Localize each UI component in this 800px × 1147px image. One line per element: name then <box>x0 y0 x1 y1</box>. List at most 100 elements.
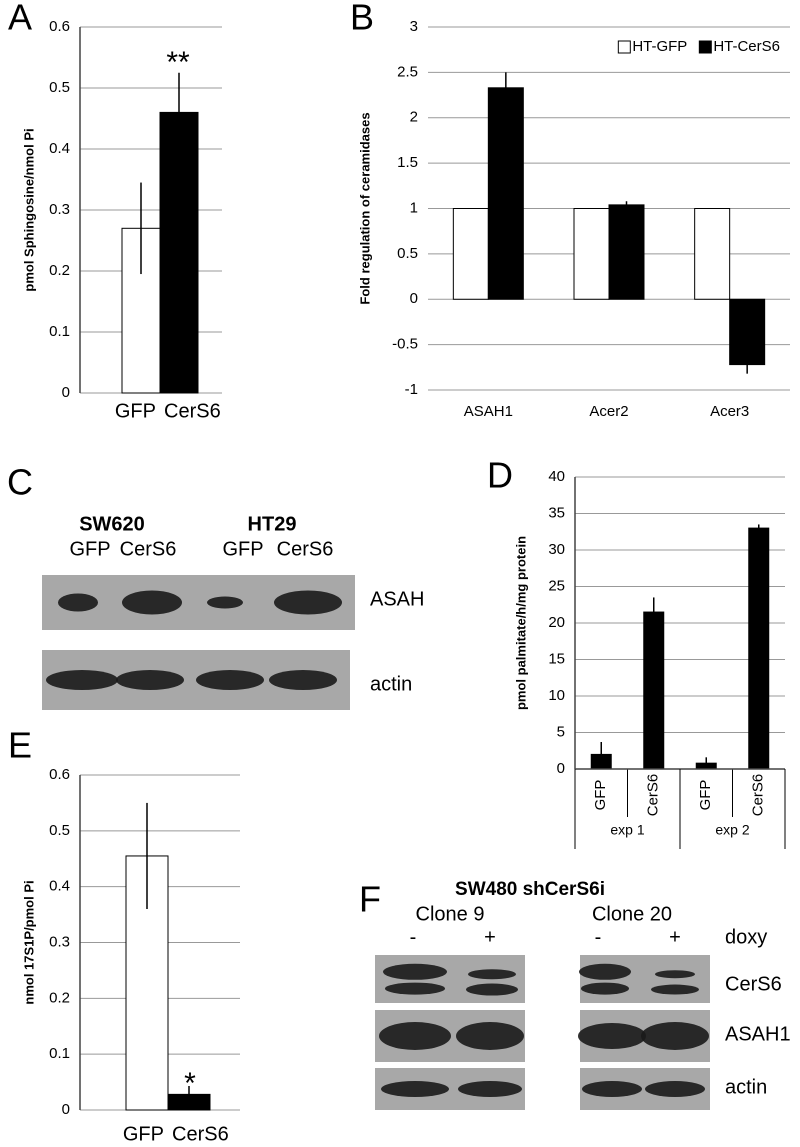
group-label: exp 1 <box>610 822 644 838</box>
x-tick-label: GFP <box>697 780 714 811</box>
y-tick-label: 0.6 <box>49 766 70 783</box>
legend-label: HT-GFP <box>632 38 687 55</box>
blot-band <box>116 670 184 690</box>
y-tick-label: 5 <box>557 723 565 740</box>
y-tick-label: 10 <box>548 687 565 704</box>
y-tick-label: -1 <box>405 381 418 398</box>
y-tick-label: 0 <box>62 384 70 401</box>
y-axis-label: pmol palmitate/h/mg protein <box>513 536 528 710</box>
legend-swatch <box>698 40 712 54</box>
y-tick-label: 0.6 <box>49 18 70 35</box>
treatment-label: - <box>595 926 602 948</box>
bar <box>159 111 199 394</box>
cell-line: SW620 <box>79 513 145 535</box>
y-tick-label: 0.4 <box>49 878 70 895</box>
blot-band <box>274 590 342 615</box>
group-label: exp 2 <box>715 822 749 838</box>
bar <box>125 855 169 1111</box>
y-tick-label: 1.5 <box>397 154 418 171</box>
row-label: actin <box>370 673 412 695</box>
y-tick-label: 0.2 <box>49 989 70 1006</box>
bar <box>694 208 731 300</box>
row-label: ASAH <box>370 588 424 610</box>
blot-band <box>383 963 447 980</box>
x-tick-label: Acer3 <box>710 403 749 420</box>
treatment-label: + <box>484 926 496 948</box>
blot-band <box>381 1081 449 1097</box>
clone-label: Clone 9 <box>416 903 485 925</box>
y-axis-label: pmol Sphingosine/nmol Pi <box>21 128 36 291</box>
lane-label: CerS6 <box>277 538 334 560</box>
y-axis-label: Fold regulation of ceramidases <box>357 112 372 304</box>
blot-band <box>579 963 631 980</box>
annotation: ** <box>166 46 190 79</box>
row-label: CerS6 <box>725 973 782 995</box>
blot-band <box>456 1022 524 1050</box>
blot-band <box>468 969 516 980</box>
blot-band <box>207 596 243 609</box>
annotation: * <box>184 1067 196 1100</box>
blot-band <box>651 984 699 995</box>
clone-label: Clone 20 <box>592 903 672 925</box>
blot-band <box>641 1022 709 1050</box>
cell-line: HT29 <box>248 513 297 535</box>
blot-band <box>58 593 98 612</box>
x-tick-label: CerS6 <box>172 1123 229 1145</box>
y-axis-label: nmol 17S1P/pmol Pi <box>21 880 36 1004</box>
blot-band <box>582 1081 642 1097</box>
row-label: ASAH1 <box>725 1023 791 1045</box>
blot-band <box>46 670 118 690</box>
blot-band <box>466 983 518 996</box>
panel-label: E <box>8 725 32 766</box>
y-tick-label: 0.1 <box>49 1045 70 1062</box>
legend-swatch <box>617 40 631 54</box>
y-tick-label: 0 <box>410 290 418 307</box>
blot-band <box>655 970 695 979</box>
legend-label: HT-CerS6 <box>713 38 780 55</box>
y-tick-label: 0 <box>557 760 565 777</box>
lane-label: GFP <box>69 538 110 560</box>
x-tick-label: GFP <box>592 780 609 811</box>
y-tick-label: -0.5 <box>392 336 418 353</box>
panel-label: F <box>359 879 381 920</box>
treatment-label: - <box>410 926 417 948</box>
bar <box>487 87 524 300</box>
y-tick-label: 0.5 <box>49 822 70 839</box>
row-label: actin <box>725 1076 767 1098</box>
x-tick-label: CerS6 <box>164 400 221 422</box>
blot <box>375 955 525 1003</box>
bar <box>748 527 770 770</box>
blot-band <box>196 670 264 690</box>
y-tick-label: 1 <box>410 199 418 216</box>
y-tick-label: 35 <box>548 504 565 521</box>
y-tick-label: 0 <box>62 1101 70 1118</box>
bar <box>643 611 665 770</box>
lane-label: CerS6 <box>120 538 177 560</box>
x-tick-label: CerS6 <box>645 774 662 817</box>
bar <box>573 208 610 300</box>
x-tick-label: GFP <box>115 400 156 422</box>
blot-band <box>645 1081 705 1097</box>
treatment-name: doxy <box>725 926 767 948</box>
x-tick-label: ASAH1 <box>464 403 513 420</box>
y-tick-label: 30 <box>548 541 565 558</box>
y-tick-label: 15 <box>548 650 565 667</box>
panel-label: D <box>487 455 513 496</box>
y-tick-label: 0.5 <box>397 245 418 262</box>
y-tick-label: 2 <box>410 109 418 126</box>
blot-band <box>385 982 445 995</box>
lane-label: GFP <box>222 538 263 560</box>
y-tick-label: 40 <box>548 468 565 485</box>
y-tick-label: 25 <box>548 577 565 594</box>
bar <box>452 208 489 300</box>
y-tick-label: 0.5 <box>49 79 70 96</box>
bar <box>729 298 766 366</box>
y-tick-label: 0.3 <box>49 201 70 218</box>
panel-label: C <box>7 462 33 503</box>
treatment-label: + <box>669 926 681 948</box>
blot-band <box>122 590 182 615</box>
y-tick-label: 3 <box>410 18 418 35</box>
blot-band <box>458 1081 522 1097</box>
